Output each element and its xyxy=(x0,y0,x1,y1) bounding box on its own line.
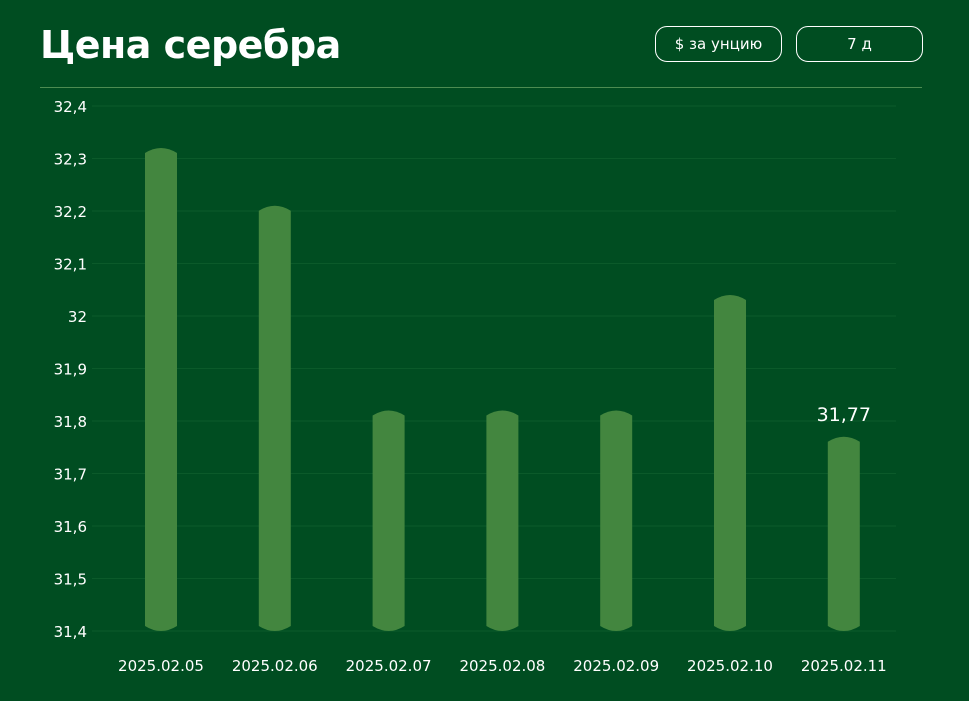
x-tick-label: 2025.02.06 xyxy=(232,657,318,675)
y-tick-label: 32,1 xyxy=(54,256,87,274)
bars xyxy=(145,148,860,631)
bar-2025.02.08[interactable] xyxy=(486,410,519,632)
period-button[interactable]: 7 д xyxy=(796,26,923,62)
bar-2025.02.05[interactable] xyxy=(145,148,177,631)
header-divider xyxy=(40,87,922,88)
x-axis: 2025.02.05 2025.02.06 2025.02.07 2025.02.08… xyxy=(118,657,887,675)
x-tick-label: 2025.02.07 xyxy=(346,657,432,675)
data-labels: 31,77 xyxy=(817,404,871,426)
y-tick-label: 31,9 xyxy=(54,361,87,379)
chart-header: Цена серебра $ за унцию 7 д xyxy=(0,0,969,88)
x-tick-label: 2025.02.08 xyxy=(459,657,545,675)
y-tick-label: 32,3 xyxy=(54,151,87,169)
bar-2025.02.11[interactable] xyxy=(827,436,860,631)
bar-2025.02.06[interactable] xyxy=(258,205,291,631)
x-tick-label: 2025.02.09 xyxy=(573,657,659,675)
bar-2025.02.09[interactable] xyxy=(600,410,633,632)
y-tick-label: 31,4 xyxy=(54,623,87,641)
y-axis: 31,4 31,5 31,6 31,7 31,8 31,9 32 32,1 32,2 32,3 32… xyxy=(54,98,87,641)
bar-2025.02.07[interactable] xyxy=(372,410,405,632)
y-tick-label: 32 xyxy=(68,308,87,326)
page-title: Цена серебра xyxy=(40,23,341,67)
y-tick-label: 31,6 xyxy=(54,518,87,536)
x-tick-label: 2025.02.11 xyxy=(801,657,887,675)
y-tick-label: 31,7 xyxy=(54,466,87,484)
y-tick-label: 32,4 xyxy=(54,98,87,116)
x-tick-label: 2025.02.05 xyxy=(118,657,204,675)
x-tick-label: 2025.02.10 xyxy=(687,657,773,675)
y-tick-label: 31,5 xyxy=(54,571,87,589)
unit-button[interactable]: $ за унцию xyxy=(655,26,782,62)
bar-2025.02.10[interactable] xyxy=(714,295,746,631)
y-tick-label: 32,2 xyxy=(54,203,87,221)
y-tick-label: 31,8 xyxy=(54,413,87,431)
data-label: 31,77 xyxy=(817,404,871,426)
